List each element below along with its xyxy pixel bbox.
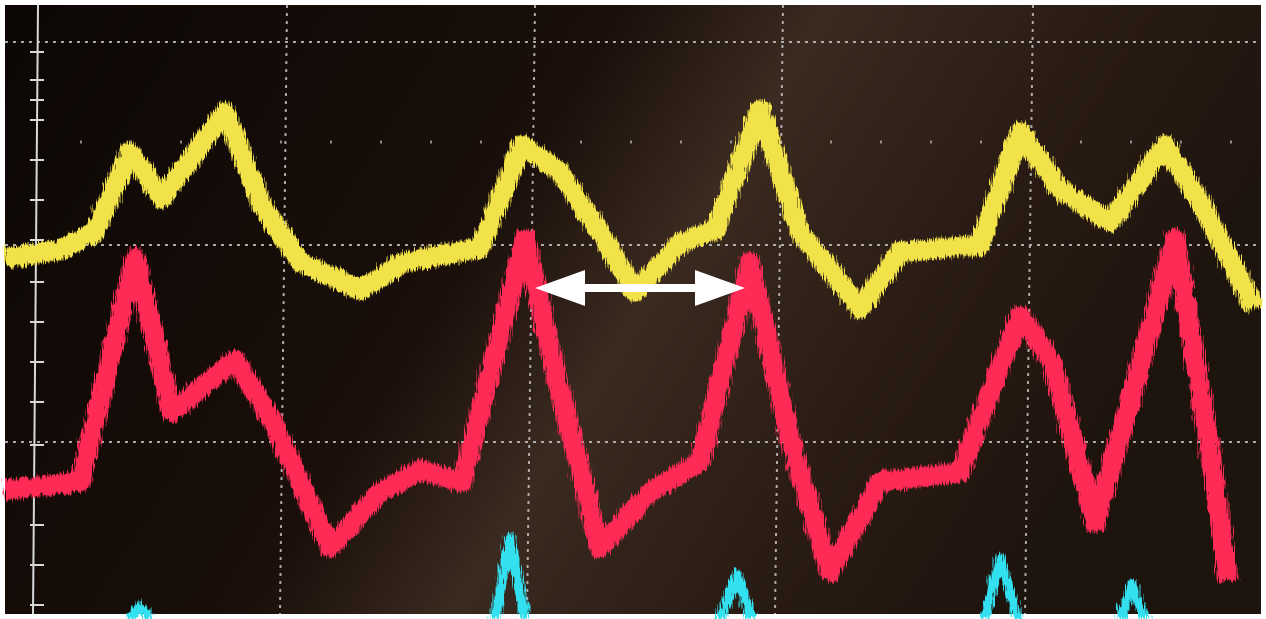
trace-yellow bbox=[3, 100, 1264, 318]
grid-line bbox=[279, 4, 288, 615]
grid-line bbox=[1024, 4, 1034, 615]
grid-line bbox=[774, 4, 784, 615]
measure-arrow bbox=[535, 270, 745, 306]
trace-cyan bbox=[126, 533, 1150, 619]
trace-red bbox=[3, 228, 1238, 582]
